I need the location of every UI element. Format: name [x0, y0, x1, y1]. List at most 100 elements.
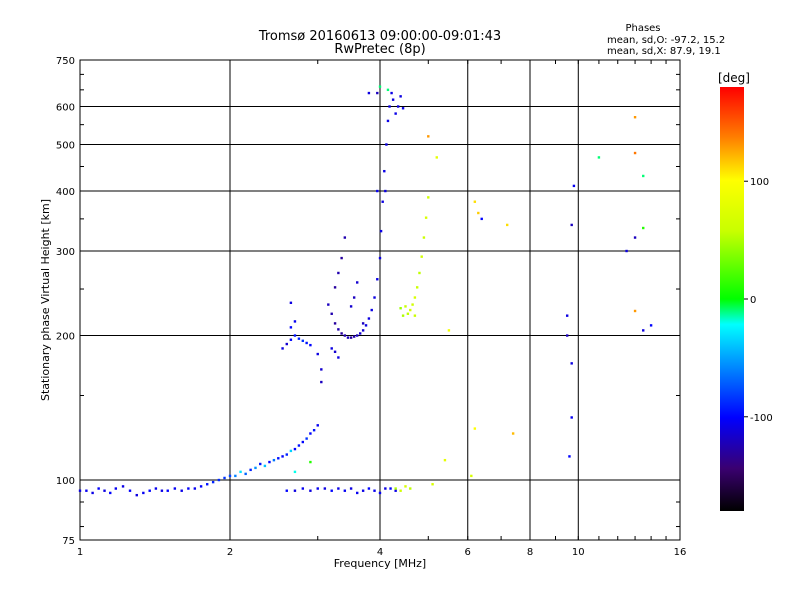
axis-ticks: [79, 60, 681, 540]
echo-point: [277, 457, 280, 460]
y-tick-label: 750: [56, 56, 75, 67]
echo-point: [293, 470, 297, 474]
echo-point: [128, 489, 132, 492]
echo-point: [415, 286, 419, 289]
echo-point: [97, 487, 100, 490]
echo-point: [320, 380, 323, 384]
echo-point: [91, 491, 94, 495]
echo-point: [285, 453, 288, 456]
chart-title: Tromsø 20160613 09:00:00-09:01:43: [258, 29, 501, 44]
echo-point: [301, 339, 305, 343]
echo-point: [418, 271, 421, 275]
echo-point: [470, 474, 473, 478]
echo-point: [384, 487, 387, 490]
echo-point: [570, 223, 573, 227]
echo-point: [289, 449, 293, 453]
echo-point: [305, 341, 308, 345]
echo-point: [312, 429, 316, 432]
echo-point: [390, 91, 393, 95]
echo-point: [333, 286, 337, 289]
echo-point: [570, 362, 573, 365]
phase-stats-o: mean, sd,O: -97.2, 15.2: [607, 35, 725, 46]
echo-point: [409, 487, 412, 490]
echo-point: [373, 296, 376, 299]
echo-point: [367, 317, 371, 320]
echo-point: [422, 236, 426, 239]
echo-point: [309, 460, 312, 464]
echo-point: [154, 487, 158, 490]
echo-point: [386, 119, 390, 123]
echo-point: [352, 296, 356, 299]
echo-point: [473, 200, 477, 203]
echo-point: [249, 468, 252, 472]
echo-point: [234, 474, 237, 478]
echo-point: [633, 309, 637, 313]
echo-point: [568, 455, 571, 458]
y-tick-label: 600: [56, 103, 75, 114]
echo-point: [570, 416, 573, 419]
echo-point: [281, 455, 284, 458]
y-tick-label: 300: [56, 247, 75, 258]
echo-point: [633, 151, 637, 155]
x-tick-labels: 1 2 4 6 8 10 16: [77, 547, 687, 558]
echo-point: [642, 226, 645, 230]
echo-point: [316, 352, 319, 356]
echo-point: [135, 493, 138, 497]
echo-point: [473, 427, 477, 430]
x-tick-label: 16: [674, 547, 687, 558]
data-points: [78, 85, 653, 497]
echo-point: [85, 489, 88, 492]
colorbar: [720, 87, 744, 511]
echo-point: [228, 474, 232, 478]
phase-stats-x: mean, sd,X: 87.9, 19.1: [607, 46, 721, 57]
echo-point: [330, 489, 333, 492]
y-tick-label: 200: [56, 332, 75, 343]
echo-point: [385, 143, 388, 146]
echo-point: [205, 483, 209, 486]
echo-point: [355, 491, 359, 495]
echo-point: [305, 437, 308, 440]
colorbar-ticks: 100 0 -100: [744, 177, 773, 424]
echo-point: [352, 335, 356, 338]
echo-point: [378, 85, 382, 88]
echo-point: [633, 116, 637, 119]
echo-point: [166, 489, 169, 492]
echo-point: [401, 314, 405, 317]
echo-point: [187, 487, 190, 490]
echo-point: [349, 487, 353, 490]
echo-point: [103, 489, 106, 492]
x-tick-label: 6: [465, 547, 471, 558]
echo-point: [388, 105, 391, 108]
echo-point: [505, 223, 509, 227]
echo-point: [289, 326, 293, 329]
grid-lines: [80, 60, 680, 540]
echo-point: [420, 255, 423, 258]
echo-point: [343, 334, 347, 337]
echo-point: [337, 487, 340, 490]
echo-point: [293, 489, 297, 492]
echo-point: [323, 487, 327, 490]
echo-point: [373, 489, 376, 492]
x-tick-label: 2: [227, 547, 233, 558]
echo-point: [340, 332, 343, 335]
echo-point: [297, 337, 301, 340]
echo-point: [431, 483, 434, 486]
echo-point: [383, 169, 386, 173]
echo-point: [285, 342, 288, 346]
echo-point: [217, 478, 221, 482]
echo-point: [401, 107, 405, 110]
echo-point: [78, 489, 82, 492]
echo-point: [443, 458, 447, 462]
echo-point: [142, 491, 145, 495]
echo-point: [259, 462, 262, 466]
echo-point: [239, 470, 242, 474]
echo-point: [447, 329, 451, 332]
echo-point: [109, 491, 112, 495]
echo-point: [293, 334, 297, 337]
echo-point: [121, 485, 125, 488]
echo-point: [316, 487, 319, 490]
echo-point: [199, 485, 203, 488]
echo-point: [394, 487, 397, 490]
echo-point: [349, 305, 353, 308]
